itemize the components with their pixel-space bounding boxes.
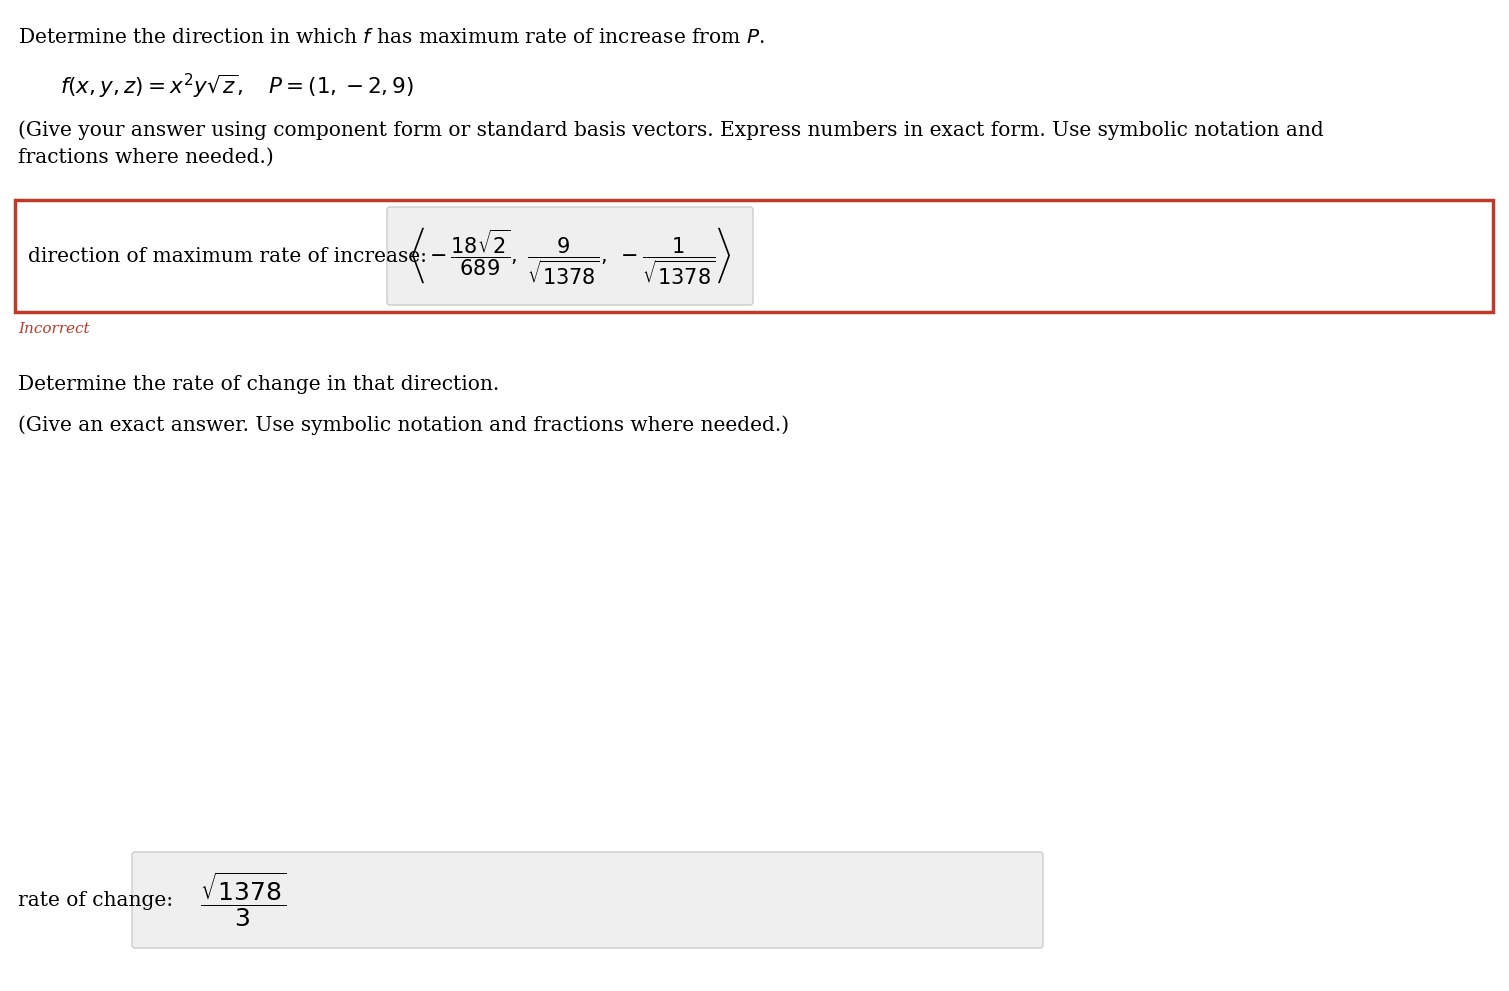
Text: direction of maximum rate of increase:: direction of maximum rate of increase:: [29, 247, 427, 266]
Text: Determine the rate of change in that direction.: Determine the rate of change in that dir…: [18, 375, 499, 394]
FancyBboxPatch shape: [131, 852, 1043, 948]
Text: Incorrect: Incorrect: [18, 322, 89, 336]
FancyBboxPatch shape: [15, 200, 1492, 312]
Text: fractions where needed.): fractions where needed.): [18, 148, 273, 167]
Text: rate of change:: rate of change:: [18, 891, 174, 910]
Text: $\dfrac{\sqrt{1378}}{3}$: $\dfrac{\sqrt{1378}}{3}$: [201, 871, 287, 930]
Text: Determine the direction in which $f$ has maximum rate of increase from $P$.: Determine the direction in which $f$ has…: [18, 28, 765, 47]
FancyBboxPatch shape: [386, 207, 753, 305]
Text: $f(x, y, z) = x^2 y\sqrt{z}, \quad P = (1, -2, 9)$: $f(x, y, z) = x^2 y\sqrt{z}, \quad P = (…: [60, 72, 413, 101]
Text: $\left\langle -\dfrac{18\sqrt{2}}{689},\; \dfrac{9}{\sqrt{1378}},\; -\dfrac{1}{\: $\left\langle -\dfrac{18\sqrt{2}}{689},\…: [409, 225, 732, 286]
Text: (Give your answer using component form or standard basis vectors. Express number: (Give your answer using component form o…: [18, 120, 1323, 140]
Text: (Give an exact answer. Use symbolic notation and fractions where needed.): (Give an exact answer. Use symbolic nota…: [18, 415, 789, 435]
